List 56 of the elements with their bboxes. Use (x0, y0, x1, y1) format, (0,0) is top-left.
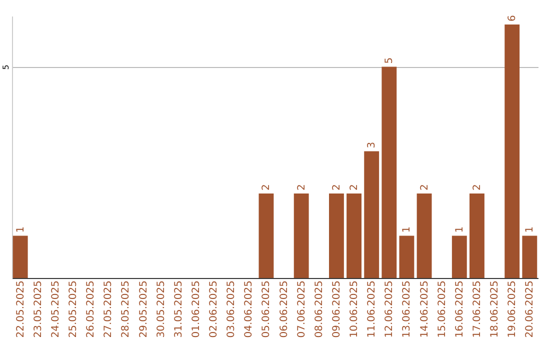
bar (12, 236, 28, 278)
bar (258, 193, 274, 278)
bar (416, 193, 432, 278)
data-label: 1 (402, 226, 413, 233)
x-tick-label: 11.06.2025 (366, 280, 378, 338)
x-tick-label: 19.06.2025 (507, 280, 518, 338)
data-label: 2 (419, 184, 430, 190)
x-tick-label: 24.05.2025 (50, 280, 62, 338)
data-label: 1 (454, 226, 466, 233)
data-label: 2 (261, 184, 272, 190)
x-tick-label: 10.06.2025 (349, 280, 360, 338)
x-tick-label: 08.06.2025 (314, 280, 325, 338)
data-label: 6 (507, 15, 518, 22)
x-tick-label: 09.06.2025 (331, 280, 342, 338)
data-label: 5 (384, 57, 396, 64)
x-tick-label: 31.05.2025 (173, 280, 184, 338)
x-tick-label: 04.06.2025 (244, 280, 255, 338)
bar (346, 193, 362, 278)
data-label: 2 (349, 184, 360, 190)
x-tick-label: 23.05.2025 (32, 280, 44, 338)
x-tick-label: 05.06.2025 (261, 280, 272, 338)
data-label: 1 (15, 226, 26, 233)
bar (364, 151, 380, 278)
x-tick-label: 13.06.2025 (402, 280, 413, 338)
x-tick-label: 14.06.2025 (419, 280, 430, 338)
x-tick-label: 01.06.2025 (190, 280, 202, 338)
x-tick-label: 12.06.2025 (384, 280, 396, 338)
data-label: 2 (331, 184, 342, 190)
x-tick-label: 03.06.2025 (226, 280, 238, 338)
x-tick-label: 27.05.2025 (103, 280, 114, 338)
bar (452, 236, 467, 278)
bar (504, 24, 520, 278)
data-label: 2 (296, 184, 308, 190)
x-tick-label: 29.05.2025 (138, 280, 150, 338)
x-tick-label: 18.06.2025 (490, 280, 501, 338)
bar (522, 236, 538, 278)
x-tick-label: 28.05.2025 (120, 280, 132, 338)
x-tick-label: 07.06.2025 (296, 280, 308, 338)
x-tick-label: 26.05.2025 (86, 280, 97, 338)
bar (382, 66, 397, 278)
x-tick-label: 16.06.2025 (454, 280, 466, 338)
bar (399, 236, 414, 278)
x-tick-label: 02.06.2025 (208, 280, 220, 338)
data-label: 1 (524, 226, 536, 233)
bar (294, 193, 309, 278)
x-tick-label: 22.05.2025 (15, 280, 26, 338)
x-tick-label: 06.06.2025 (278, 280, 290, 338)
x-tick-label: 30.05.2025 (156, 280, 167, 338)
x-tick-label: 25.05.2025 (68, 280, 80, 338)
x-tick-label: 15.06.2025 (436, 280, 448, 338)
bar (470, 193, 484, 278)
data-label: 2 (472, 184, 483, 190)
data-label: 3 (366, 142, 378, 148)
x-tick-label: 20.06.2025 (524, 280, 536, 338)
x-tick-label: 17.06.2025 (472, 280, 483, 338)
bar (329, 193, 344, 278)
